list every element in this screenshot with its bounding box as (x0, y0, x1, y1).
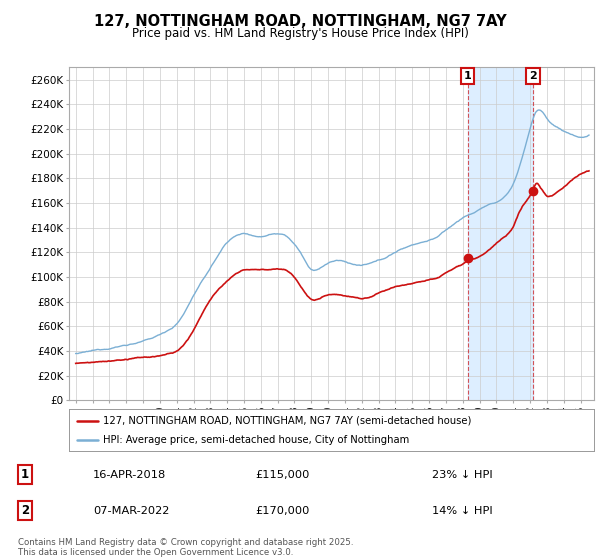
Text: 1: 1 (464, 71, 472, 81)
Text: HPI: Average price, semi-detached house, City of Nottingham: HPI: Average price, semi-detached house,… (103, 435, 409, 445)
Text: £115,000: £115,000 (255, 470, 309, 480)
Text: £170,000: £170,000 (255, 506, 309, 516)
Text: 23% ↓ HPI: 23% ↓ HPI (432, 470, 493, 480)
Bar (467, 67, 533, 400)
Text: 2: 2 (529, 71, 537, 81)
Text: Contains HM Land Registry data © Crown copyright and database right 2025.
This d: Contains HM Land Registry data © Crown c… (18, 538, 353, 557)
Text: 127, NOTTINGHAM ROAD, NOTTINGHAM, NG7 7AY (semi-detached house): 127, NOTTINGHAM ROAD, NOTTINGHAM, NG7 7A… (103, 416, 472, 426)
Text: 16-APR-2018: 16-APR-2018 (93, 470, 166, 480)
Text: 127, NOTTINGHAM ROAD, NOTTINGHAM, NG7 7AY: 127, NOTTINGHAM ROAD, NOTTINGHAM, NG7 7A… (94, 14, 506, 29)
Text: 2: 2 (21, 504, 29, 517)
Text: 14% ↓ HPI: 14% ↓ HPI (432, 506, 493, 516)
Text: 1: 1 (21, 468, 29, 481)
Text: Price paid vs. HM Land Registry's House Price Index (HPI): Price paid vs. HM Land Registry's House … (131, 27, 469, 40)
Text: 07-MAR-2022: 07-MAR-2022 (93, 506, 169, 516)
